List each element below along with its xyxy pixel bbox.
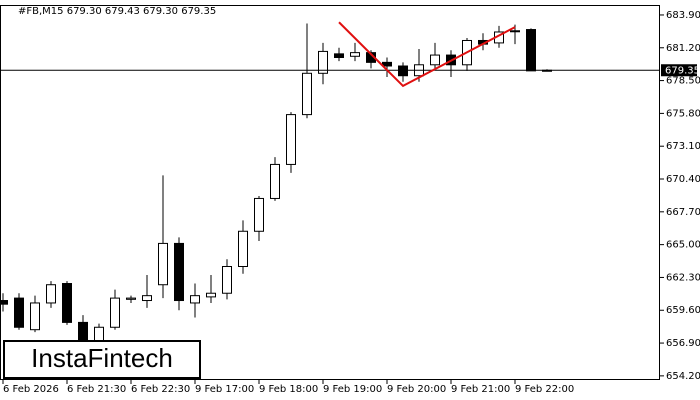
candle-body <box>206 292 216 298</box>
last-price-box <box>661 64 697 77</box>
y-tick-label: 659.60 <box>666 305 700 316</box>
candle-body <box>510 30 520 33</box>
candle-body <box>286 114 296 165</box>
candle-body <box>174 242 184 302</box>
candle-body <box>14 297 24 328</box>
candle-body <box>238 230 248 268</box>
candle-body <box>382 61 392 67</box>
x-tick-label: 6 Feb 22:30 <box>131 384 190 395</box>
candle-body <box>318 50 328 74</box>
candle-body <box>62 283 72 323</box>
candle-body <box>222 266 232 294</box>
candle-body <box>302 72 312 116</box>
y-tick-label: 683.90 <box>666 10 700 21</box>
candle-body <box>158 242 168 286</box>
x-tick-label: 9 Feb 19:00 <box>323 384 382 395</box>
x-tick-label: 9 Feb 22:00 <box>515 384 574 395</box>
plot-frame <box>0 5 660 380</box>
y-tick-label: 678.50 <box>666 76 700 87</box>
candle-body <box>142 295 152 302</box>
candle-body <box>430 54 440 66</box>
logo: InstaFintech <box>3 340 201 379</box>
candle-body <box>0 300 8 305</box>
y-tick-label: 665.00 <box>666 240 700 251</box>
candle-body <box>526 29 536 72</box>
candle-body <box>398 65 408 77</box>
candle-body <box>334 53 344 58</box>
candle-body <box>126 297 136 300</box>
logo-text: InstaFintech <box>31 343 173 373</box>
candle-body <box>254 197 264 232</box>
candle-body <box>110 297 120 328</box>
logo-box <box>3 340 201 379</box>
x-tick-label: 6 Feb 2026 <box>3 384 59 395</box>
y-tick-label: 670.40 <box>666 174 700 185</box>
y-tick-label: 654.20 <box>666 371 700 382</box>
y-tick-label: 675.80 <box>666 108 700 119</box>
candle-body <box>30 302 40 331</box>
pattern-line <box>338 21 516 88</box>
candle-body <box>46 284 56 304</box>
y-tick-label: 673.10 <box>666 141 700 152</box>
y-tick-label: 667.70 <box>666 207 700 218</box>
x-tick-label: 9 Feb 18:00 <box>259 384 318 395</box>
candle-body <box>270 163 280 199</box>
last-price-label: 679.35 <box>665 65 700 76</box>
x-tick-label: 9 Feb 21:00 <box>451 384 510 395</box>
candle-body <box>350 52 360 57</box>
x-tick-label: 9 Feb 20:00 <box>387 384 446 395</box>
y-tick-label: 662.30 <box>666 272 700 283</box>
candle-body <box>190 295 200 304</box>
y-tick-label: 681.20 <box>666 43 700 54</box>
chart-title: #FB,M15 679.30 679.43 679.30 679.35 <box>18 6 216 17</box>
y-tick-label: 656.90 <box>666 338 700 349</box>
x-tick-label: 6 Feb 21:30 <box>67 384 126 395</box>
x-tick-label: 9 Feb 17:00 <box>195 384 254 395</box>
